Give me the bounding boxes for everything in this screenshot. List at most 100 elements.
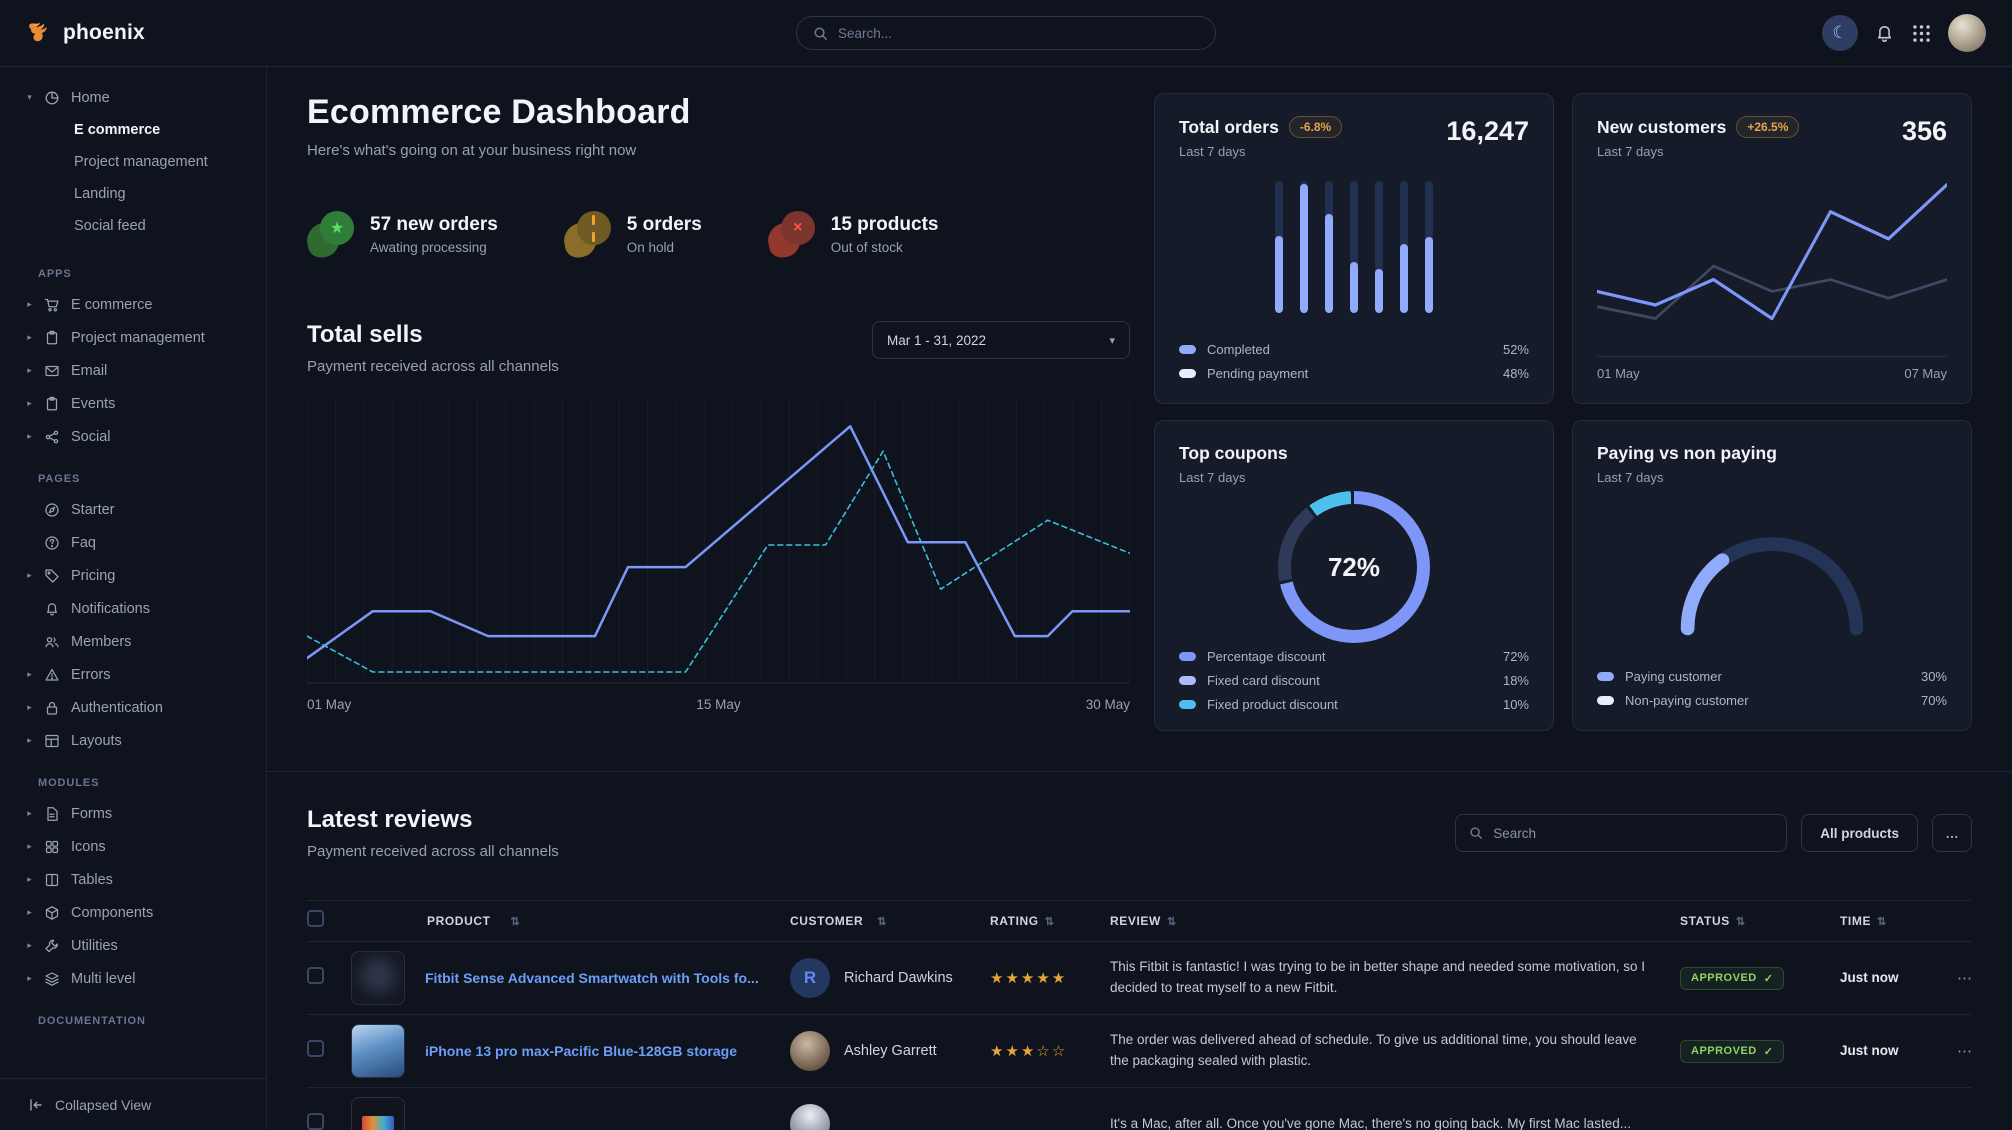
bell-icon bbox=[44, 601, 62, 617]
sidebar-item-pricing[interactable]: ▸ Pricing bbox=[12, 559, 254, 592]
section-divider bbox=[267, 771, 2012, 772]
sidebar-item-forms[interactable]: ▸ Forms bbox=[12, 797, 254, 830]
row-checkbox[interactable] bbox=[307, 1040, 324, 1057]
top-navbar: phoenix ☾ bbox=[0, 0, 2012, 67]
coupons-legend: Percentage discount 72% Fixed card discoun… bbox=[1179, 649, 1529, 712]
stat-out-of-stock: × 15 products Out of stock bbox=[764, 211, 938, 261]
sidebar-item-events[interactable]: ▸ Events bbox=[12, 387, 254, 420]
users-icon bbox=[44, 634, 62, 650]
sidebar-item-email[interactable]: ▸ Email bbox=[12, 354, 254, 387]
reviews-search-input[interactable] bbox=[1493, 825, 1774, 841]
new-customers-card: New customers +26.5% Last 7 days 356 01 … bbox=[1572, 93, 1972, 404]
caret-right-icon: ▸ bbox=[27, 940, 32, 950]
card-title: New customers bbox=[1597, 116, 1727, 137]
sidebar-item-project-management[interactable]: ▸ Project management bbox=[12, 321, 254, 354]
search-input[interactable] bbox=[838, 25, 1199, 41]
caret-right-icon: ▸ bbox=[27, 332, 32, 342]
product-link[interactable]: iPhone 13 pro max-Pacific Blue-128GB sto… bbox=[425, 1043, 737, 1059]
legend-value: 52% bbox=[1502, 342, 1529, 357]
sidebar-item-authentication[interactable]: ▸ Authentication bbox=[12, 691, 254, 724]
sidebar-item-multi-level[interactable]: ▸ Multi level bbox=[12, 962, 254, 995]
sidebar-section-title-pages: PAGES bbox=[38, 473, 81, 485]
sidebar-item-tables[interactable]: ▸ Tables bbox=[12, 863, 254, 896]
order-bar bbox=[1400, 180, 1408, 313]
warning-icon bbox=[44, 667, 62, 683]
sidebar-item-label: Utilities bbox=[71, 937, 118, 954]
brand-logo[interactable]: phoenix bbox=[26, 20, 145, 47]
order-bar bbox=[1325, 180, 1333, 313]
collapse-sidebar-button[interactable]: Collapsed View bbox=[0, 1078, 266, 1130]
sidebar-item-starter[interactable]: Starter bbox=[12, 493, 254, 526]
sidebar-item-icons[interactable]: ▸ Icons bbox=[12, 830, 254, 863]
sidebar-section-title-modules: MODULES bbox=[38, 777, 100, 789]
sidebar-section-title-apps: APPS bbox=[38, 268, 72, 280]
stat-new-orders: ★ 57 new orders Awating processing bbox=[303, 211, 498, 261]
sidebar-item-label: Forms bbox=[71, 805, 113, 822]
reviews-menu-button[interactable]: … bbox=[1932, 814, 1972, 852]
row-checkbox[interactable] bbox=[307, 1113, 324, 1130]
row-checkbox[interactable] bbox=[307, 967, 324, 984]
column-header-rating[interactable]: RATING ⇅ bbox=[990, 914, 1055, 928]
latest-reviews-section: Latest reviews Payment received across a… bbox=[307, 772, 1972, 1130]
sidebar-item-home[interactable]: ▾ Home bbox=[12, 81, 254, 114]
sidebar-item-project-management[interactable]: Project management bbox=[74, 154, 208, 170]
sidebar-item-faq[interactable]: Faq bbox=[12, 526, 254, 559]
sidebar-item-components[interactable]: ▸ Components bbox=[12, 896, 254, 929]
legend-value: 10% bbox=[1502, 697, 1529, 712]
select-all-checkbox[interactable] bbox=[307, 910, 324, 927]
page-title: Ecommerce Dashboard bbox=[307, 93, 691, 131]
search-icon bbox=[814, 27, 827, 40]
customer-name: Ashley Garrett bbox=[844, 1043, 937, 1059]
moon-icon[interactable]: ☾ bbox=[1822, 15, 1858, 51]
legend-item: Completed 52% bbox=[1179, 342, 1529, 357]
caret-right-icon: ▸ bbox=[27, 735, 32, 745]
sidebar-item-e-commerce[interactable]: ▸ E commerce bbox=[12, 288, 254, 321]
row-menu-button[interactable]: ⋯ bbox=[1957, 1042, 1972, 1060]
sidebar-item-utilities[interactable]: ▸ Utilities bbox=[12, 929, 254, 962]
sidebar-item-label: Members bbox=[71, 633, 132, 650]
new-customers-chart bbox=[1597, 169, 1947, 354]
box-icon bbox=[44, 905, 62, 921]
grid4-icon bbox=[44, 839, 62, 855]
sidebar-item-notifications[interactable]: Notifications bbox=[12, 592, 254, 625]
pie-chart-icon bbox=[44, 90, 62, 106]
sidebar-item-e-commerce[interactable]: E commerce bbox=[74, 122, 161, 138]
share-icon bbox=[44, 429, 62, 445]
total-orders-card: Total orders -6.8% Last 7 days 16,247 Co… bbox=[1154, 93, 1554, 404]
grid-9-icon[interactable] bbox=[1911, 23, 1932, 44]
sidebar-item-label: Home bbox=[71, 89, 110, 106]
column-header-review[interactable]: REVIEW ⇅ bbox=[1110, 914, 1177, 928]
legend-value: 48% bbox=[1502, 366, 1529, 381]
sidebar-item-social[interactable]: ▸ Social bbox=[12, 420, 254, 453]
legend-item: Pending payment 48% bbox=[1179, 366, 1529, 381]
sidebar-item-label: Authentication bbox=[71, 699, 163, 716]
main-content: Ecommerce Dashboard Here's what's going … bbox=[267, 67, 2012, 1130]
question-icon bbox=[44, 535, 62, 551]
row-menu-button[interactable]: ⋯ bbox=[1957, 969, 1972, 987]
change-badge: +26.5% bbox=[1736, 116, 1800, 138]
stat-orders-on-hold: 5 orders On hold bbox=[560, 211, 702, 261]
orders-legend: Completed 52% Pending payment 48% bbox=[1179, 342, 1529, 381]
product-link[interactable]: Fitbit Sense Advanced Smartwatch with To… bbox=[425, 970, 759, 986]
bell-icon[interactable] bbox=[1874, 23, 1895, 44]
caret-right-icon: ▸ bbox=[27, 669, 32, 679]
card-title: Top coupons bbox=[1179, 443, 1288, 463]
user-avatar[interactable] bbox=[1948, 14, 1986, 52]
sidebar-item-landing[interactable]: Landing bbox=[74, 186, 126, 202]
sidebar-item-layouts[interactable]: ▸ Layouts bbox=[12, 724, 254, 757]
clipboard-icon bbox=[44, 396, 62, 412]
date-range-select[interactable]: Mar 1 - 31, 2022 ▾ bbox=[872, 321, 1130, 359]
column-header-time[interactable]: TIME ⇅ bbox=[1840, 914, 1887, 928]
column-header-customer[interactable]: CUSTOMER ⇅ bbox=[790, 914, 888, 928]
sidebar-sections: APPS ▸ E commerce ▸ Project management ▸ Email… bbox=[12, 268, 254, 1027]
column-header-product[interactable]: PRODUCT ⇅ bbox=[427, 914, 521, 928]
lock-icon bbox=[44, 700, 62, 716]
table-row: It's a Mac, after all. Once you've gone … bbox=[307, 1088, 1972, 1130]
total-sells-x-axis: 01 May 15 May 30 May bbox=[307, 697, 1130, 712]
mail-icon bbox=[44, 363, 62, 379]
sidebar-item-members[interactable]: Members bbox=[12, 625, 254, 658]
column-header-status[interactable]: STATUS ⇅ bbox=[1680, 914, 1746, 928]
sidebar-item-errors[interactable]: ▸ Errors bbox=[12, 658, 254, 691]
all-products-button[interactable]: All products bbox=[1801, 814, 1918, 852]
sidebar-item-social-feed[interactable]: Social feed bbox=[74, 218, 146, 234]
